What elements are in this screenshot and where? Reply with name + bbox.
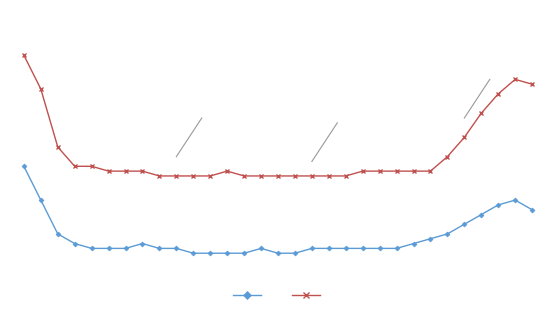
Legend: , : , xyxy=(229,287,327,306)
